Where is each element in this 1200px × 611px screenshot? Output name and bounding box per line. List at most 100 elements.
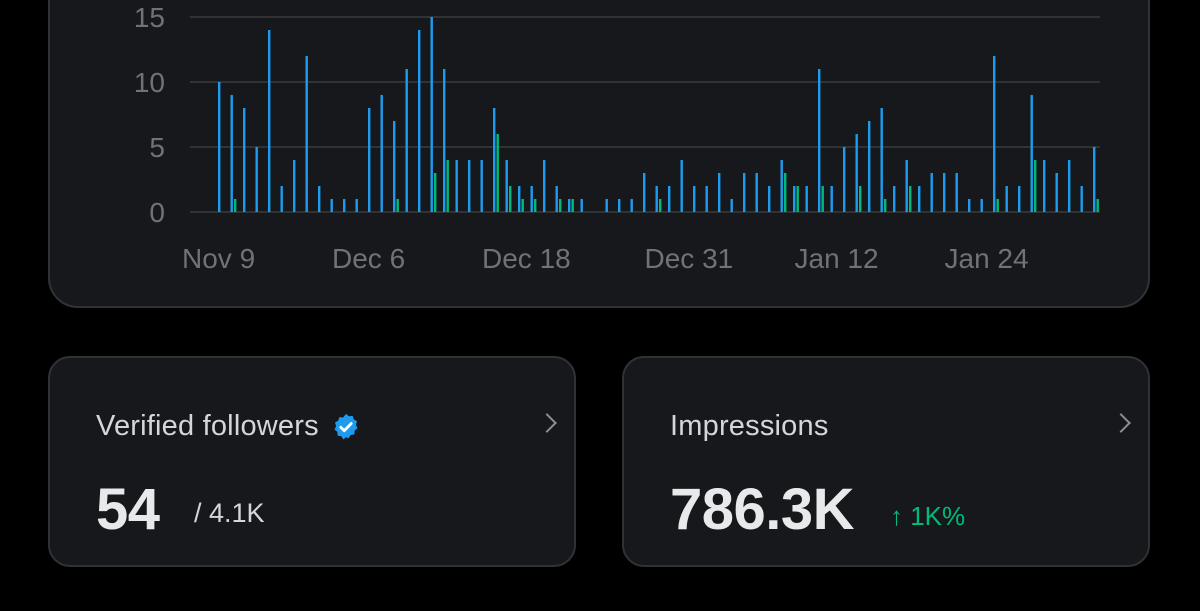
bar-blue[interactable] xyxy=(755,173,758,212)
bar-blue[interactable] xyxy=(843,147,846,212)
bar-green[interactable] xyxy=(1096,199,1099,212)
bar-blue[interactable] xyxy=(668,186,671,212)
bar-blue[interactable] xyxy=(355,199,358,212)
bar-blue[interactable] xyxy=(230,95,233,212)
bar-blue[interactable] xyxy=(618,199,621,212)
bar-green[interactable] xyxy=(859,186,862,212)
bar-blue[interactable] xyxy=(255,147,258,212)
bar-green[interactable] xyxy=(821,186,824,212)
bar-blue[interactable] xyxy=(405,69,408,212)
activity-bar-chart: 0 5 10 15 Nov 9 Dec 6 Dec 18 Dec 31 Jan 12 Jan 24 xyxy=(134,2,1100,272)
bar-blue[interactable] xyxy=(768,186,771,212)
bar-blue[interactable] xyxy=(705,186,708,212)
bar-blue[interactable] xyxy=(318,186,321,212)
bar-blue[interactable] xyxy=(905,160,908,212)
bar-blue[interactable] xyxy=(980,199,983,212)
bar-blue[interactable] xyxy=(805,186,808,212)
bar-blue[interactable] xyxy=(930,173,933,212)
verified-followers-card[interactable]: Verified followers 54 / 4.1K xyxy=(48,356,576,567)
bar-blue[interactable] xyxy=(1055,173,1058,212)
bar-green[interactable] xyxy=(996,199,999,212)
bar-blue[interactable] xyxy=(493,108,496,212)
bar-blue[interactable] xyxy=(568,199,571,212)
bar-blue[interactable] xyxy=(505,160,508,212)
bar-blue[interactable] xyxy=(293,160,296,212)
bar-green[interactable] xyxy=(909,186,912,212)
bar-blue[interactable] xyxy=(418,30,421,212)
bar-blue[interactable] xyxy=(605,199,608,212)
chevron-right-icon[interactable] xyxy=(537,413,557,433)
bar-green[interactable] xyxy=(521,199,524,212)
bar-blue[interactable] xyxy=(468,160,471,212)
bar-blue[interactable] xyxy=(430,17,433,212)
bar-blue[interactable] xyxy=(343,199,346,212)
bar-blue[interactable] xyxy=(1018,186,1021,212)
bar-blue[interactable] xyxy=(943,173,946,212)
bar-blue[interactable] xyxy=(268,30,271,212)
bar-blue[interactable] xyxy=(443,69,446,212)
bar-blue[interactable] xyxy=(330,199,333,212)
bar-blue[interactable] xyxy=(1043,160,1046,212)
bar-blue[interactable] xyxy=(455,160,458,212)
bar-blue[interactable] xyxy=(955,173,958,212)
bar-blue[interactable] xyxy=(280,186,283,212)
bar-blue[interactable] xyxy=(993,56,996,212)
impressions-label: Impressions xyxy=(670,410,829,442)
bar-green[interactable] xyxy=(534,199,537,212)
bar-blue[interactable] xyxy=(1068,160,1071,212)
bar-blue[interactable] xyxy=(480,160,483,212)
bar-green[interactable] xyxy=(234,199,237,212)
bar-blue[interactable] xyxy=(218,82,221,212)
bar-blue[interactable] xyxy=(855,134,858,212)
bar-blue[interactable] xyxy=(630,199,633,212)
bar-blue[interactable] xyxy=(793,186,796,212)
bar-green[interactable] xyxy=(434,173,437,212)
bar-blue[interactable] xyxy=(305,56,308,212)
bar-blue[interactable] xyxy=(693,186,696,212)
bar-blue[interactable] xyxy=(1093,147,1096,212)
bar-blue[interactable] xyxy=(1080,186,1083,212)
bar-blue[interactable] xyxy=(368,108,371,212)
bar-blue[interactable] xyxy=(780,160,783,212)
bar-blue[interactable] xyxy=(730,199,733,212)
chart-card: 0 5 10 15 Nov 9 Dec 6 Dec 18 Dec 31 Jan 12 Jan 24 xyxy=(48,0,1150,308)
bar-blue[interactable] xyxy=(718,173,721,212)
bar-green[interactable] xyxy=(784,173,787,212)
bar-green[interactable] xyxy=(559,199,562,212)
bar-green[interactable] xyxy=(446,160,449,212)
bar-green[interactable] xyxy=(796,186,799,212)
bar-blue[interactable] xyxy=(868,121,871,212)
bar-blue[interactable] xyxy=(830,186,833,212)
bar-blue[interactable] xyxy=(380,95,383,212)
bar-green[interactable] xyxy=(496,134,499,212)
bar-blue[interactable] xyxy=(580,199,583,212)
bar-blue[interactable] xyxy=(518,186,521,212)
y-tick-label: 15 xyxy=(134,2,165,33)
bar-green[interactable] xyxy=(1034,160,1037,212)
chevron-right-icon[interactable] xyxy=(1111,413,1131,433)
bar-blue[interactable] xyxy=(643,173,646,212)
y-tick-label: 0 xyxy=(149,197,165,228)
bar-blue[interactable] xyxy=(543,160,546,212)
bar-green[interactable] xyxy=(571,199,574,212)
bar-green[interactable] xyxy=(509,186,512,212)
bar-blue[interactable] xyxy=(743,173,746,212)
bar-blue[interactable] xyxy=(893,186,896,212)
bar-blue[interactable] xyxy=(530,186,533,212)
bar-green[interactable] xyxy=(659,199,662,212)
bar-green[interactable] xyxy=(884,199,887,212)
bar-blue[interactable] xyxy=(918,186,921,212)
bar-green[interactable] xyxy=(396,199,399,212)
bar-blue[interactable] xyxy=(555,186,558,212)
bar-blue[interactable] xyxy=(1005,186,1008,212)
impressions-card[interactable]: Impressions 786.3K ↑ 1K% xyxy=(622,356,1150,567)
bar-blue[interactable] xyxy=(880,108,883,212)
bar-blue[interactable] xyxy=(968,199,971,212)
bar-blue[interactable] xyxy=(818,69,821,212)
bar-blue[interactable] xyxy=(655,186,658,212)
bar-blue[interactable] xyxy=(1030,95,1033,212)
impressions-change: ↑ 1K% xyxy=(890,501,966,531)
bar-blue[interactable] xyxy=(393,121,396,212)
bar-blue[interactable] xyxy=(680,160,683,212)
bar-blue[interactable] xyxy=(243,108,246,212)
